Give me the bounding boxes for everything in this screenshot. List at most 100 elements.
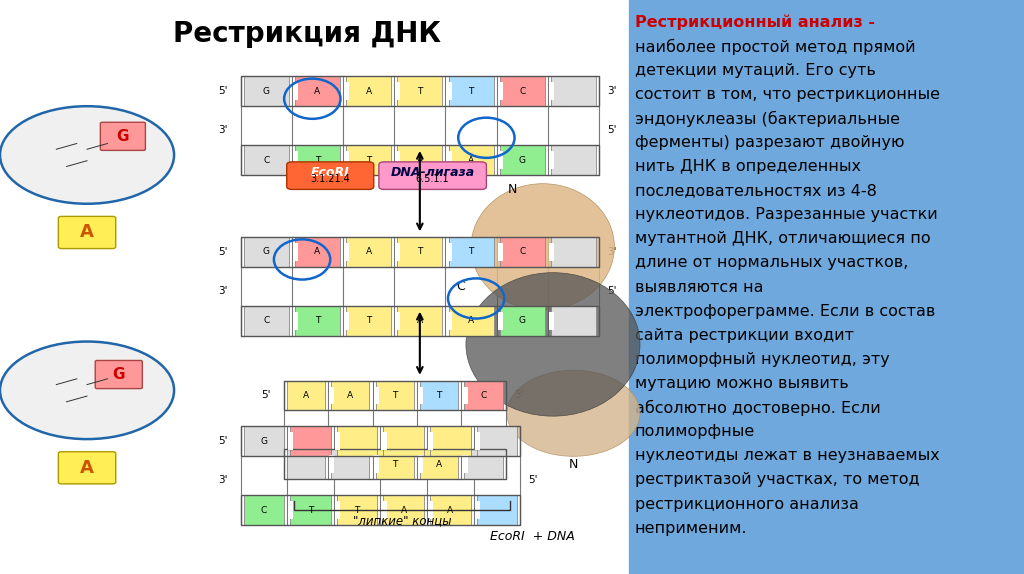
Text: C: C xyxy=(263,316,269,325)
Bar xyxy=(498,151,503,169)
Text: C: C xyxy=(519,247,525,257)
Text: 3': 3' xyxy=(218,286,227,296)
FancyBboxPatch shape xyxy=(346,306,391,336)
FancyBboxPatch shape xyxy=(420,449,459,479)
Bar xyxy=(344,312,349,330)
Text: "липкие" концы: "липкие" концы xyxy=(352,514,452,528)
FancyBboxPatch shape xyxy=(337,426,377,456)
FancyBboxPatch shape xyxy=(287,449,325,479)
FancyBboxPatch shape xyxy=(449,237,494,267)
FancyBboxPatch shape xyxy=(397,237,442,267)
Text: C: C xyxy=(457,281,465,293)
Text: наиболее простой метод прямой: наиболее простой метод прямой xyxy=(635,38,915,55)
Text: неприменим.: неприменим. xyxy=(635,521,748,536)
Text: эндонуклеазы (бактериальные: эндонуклеазы (бактериальные xyxy=(635,111,900,127)
FancyBboxPatch shape xyxy=(476,495,517,525)
Text: мутацию можно выявить: мутацию можно выявить xyxy=(635,376,849,391)
Text: A: A xyxy=(447,506,454,515)
FancyBboxPatch shape xyxy=(551,237,596,267)
Text: 3': 3' xyxy=(607,86,616,96)
Text: A: A xyxy=(400,506,407,515)
Text: A: A xyxy=(366,87,372,96)
Ellipse shape xyxy=(471,184,614,310)
Text: 5': 5' xyxy=(218,86,227,96)
Text: 5': 5' xyxy=(528,475,538,486)
Text: G: G xyxy=(117,129,129,144)
Text: последовательностях из 4-8: последовательностях из 4-8 xyxy=(635,183,877,198)
Bar xyxy=(344,243,349,261)
Bar xyxy=(498,312,503,330)
Bar xyxy=(335,432,340,451)
Bar xyxy=(474,432,479,451)
Text: EcoRI  + DNA: EcoRI + DNA xyxy=(490,530,574,543)
Bar xyxy=(395,82,400,100)
Bar xyxy=(293,82,298,100)
Text: T: T xyxy=(392,391,397,400)
Text: A: A xyxy=(468,156,474,165)
Bar xyxy=(418,455,423,474)
Bar xyxy=(446,243,452,261)
Text: A: A xyxy=(303,391,309,400)
FancyBboxPatch shape xyxy=(420,381,459,410)
Bar xyxy=(293,312,298,330)
FancyBboxPatch shape xyxy=(476,426,517,456)
Text: Рестрикция ДНК: Рестрикция ДНК xyxy=(173,20,441,48)
FancyBboxPatch shape xyxy=(449,76,494,106)
Bar xyxy=(374,455,379,474)
FancyBboxPatch shape xyxy=(346,145,391,175)
Bar xyxy=(446,312,452,330)
Text: 3': 3' xyxy=(218,125,227,135)
Circle shape xyxy=(0,342,174,439)
Text: G: G xyxy=(260,437,267,446)
Text: нуклеотиды лежат в неузнаваемых: нуклеотиды лежат в неузнаваемых xyxy=(635,448,940,463)
Text: T: T xyxy=(468,247,474,257)
FancyBboxPatch shape xyxy=(58,452,116,484)
Text: T: T xyxy=(308,506,313,515)
Text: T: T xyxy=(392,460,397,469)
Bar xyxy=(498,243,503,261)
Text: 3': 3' xyxy=(607,247,616,257)
FancyBboxPatch shape xyxy=(449,306,494,336)
Circle shape xyxy=(0,106,174,204)
Text: G: G xyxy=(519,316,525,325)
FancyBboxPatch shape xyxy=(244,495,284,525)
FancyBboxPatch shape xyxy=(244,306,289,336)
FancyBboxPatch shape xyxy=(58,216,116,249)
Bar xyxy=(474,501,479,519)
Text: 5': 5' xyxy=(218,247,227,257)
FancyBboxPatch shape xyxy=(376,449,414,479)
FancyBboxPatch shape xyxy=(291,426,331,456)
Text: 3': 3' xyxy=(514,390,523,401)
FancyBboxPatch shape xyxy=(397,306,442,336)
FancyBboxPatch shape xyxy=(376,381,414,410)
FancyBboxPatch shape xyxy=(449,145,494,175)
Text: A: A xyxy=(417,156,423,165)
Ellipse shape xyxy=(507,370,640,456)
Bar xyxy=(293,151,298,169)
Text: A: A xyxy=(366,247,372,257)
Bar xyxy=(549,151,554,169)
Text: 5': 5' xyxy=(261,390,270,401)
Bar xyxy=(428,501,433,519)
Text: C: C xyxy=(263,156,269,165)
FancyBboxPatch shape xyxy=(295,76,340,106)
Text: T: T xyxy=(366,316,372,325)
Text: G: G xyxy=(263,247,269,257)
Text: A: A xyxy=(314,247,321,257)
Bar xyxy=(428,432,433,451)
FancyBboxPatch shape xyxy=(295,306,340,336)
FancyBboxPatch shape xyxy=(500,237,545,267)
Text: N: N xyxy=(507,183,517,196)
Bar xyxy=(446,151,452,169)
FancyBboxPatch shape xyxy=(430,495,470,525)
Text: Рестрикционный анализ -: Рестрикционный анализ - xyxy=(635,14,874,30)
Bar xyxy=(344,151,349,169)
Text: 6.5.1.1: 6.5.1.1 xyxy=(416,174,450,184)
FancyBboxPatch shape xyxy=(430,426,470,456)
FancyBboxPatch shape xyxy=(383,426,424,456)
Text: ферменты) разрезают двойную: ферменты) разрезают двойную xyxy=(635,135,904,150)
FancyBboxPatch shape xyxy=(397,76,442,106)
Bar xyxy=(446,82,452,100)
Text: рестрикционного анализа: рестрикционного анализа xyxy=(635,497,859,511)
FancyBboxPatch shape xyxy=(346,237,391,267)
